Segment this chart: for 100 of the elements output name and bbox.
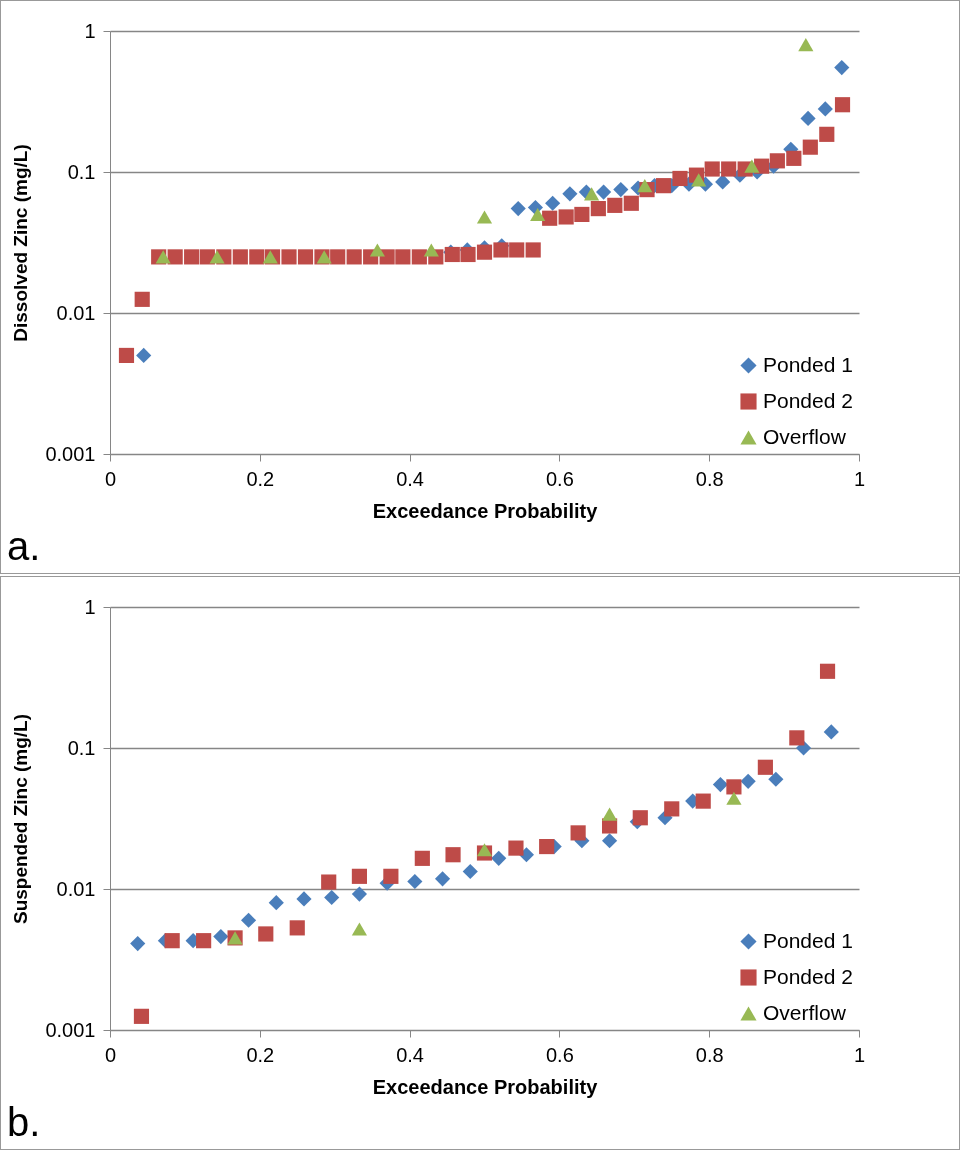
point [130,936,146,952]
point [351,922,367,936]
point [134,291,150,307]
point [602,833,618,849]
y-axis-title: Dissolved Zinc (mg/L) [10,144,32,342]
point [721,161,737,177]
point [691,173,707,187]
point [321,874,337,890]
legend-label: Ponded 2 [763,964,853,988]
point [740,773,756,789]
point [584,187,600,201]
x-axis-title: Exceedance Probability [372,499,599,522]
point [786,150,802,166]
point [136,347,152,364]
point [539,838,555,855]
point [509,242,525,258]
point [768,771,784,787]
y-axis-title: Suspended Zinc (mg/L) [10,713,32,925]
legend-label: Ponded 2 [763,388,853,412]
point [510,201,526,217]
point [213,928,229,945]
point [655,178,672,194]
x-tick-label: 1 [853,1043,866,1066]
legend-label: Overflow [763,1000,847,1024]
y-tick-label: 0.001 [45,442,96,465]
point [167,249,183,265]
point [346,249,362,265]
point [118,347,135,364]
y-tick-label: 1 [84,19,96,42]
point [268,895,284,911]
y-tick-label: 0.1 [67,160,96,183]
point [324,889,340,906]
y-tick-label: 1 [84,595,96,618]
point [330,249,346,265]
x-tick-label: 0 [104,467,117,490]
point [508,840,524,856]
point [613,182,629,198]
point [558,209,574,225]
point [802,139,818,155]
point [297,249,314,265]
point [232,249,248,265]
point [819,663,836,679]
point [664,801,680,817]
point [672,170,688,187]
point [209,250,225,264]
point [164,933,180,949]
point [155,250,171,264]
y-tick-label: 0.01 [56,877,96,900]
point [834,60,850,76]
point [574,206,590,223]
point [414,850,430,866]
point [607,197,623,213]
point [596,184,612,200]
x-tick-label: 0.6 [545,467,574,490]
legend-label: Overflow [763,424,847,448]
legend-label: Ponded 1 [763,928,853,952]
point [726,791,742,805]
x-tick-label: 0.2 [246,1043,275,1066]
point [184,249,200,265]
point [460,246,476,263]
point [798,38,814,52]
y-tick-label: 0.001 [45,1018,96,1041]
point [744,159,760,173]
point [476,210,493,224]
point [562,186,578,202]
point [296,891,312,907]
x-tick-label: 0.2 [246,467,275,490]
point [411,249,427,265]
point [769,153,785,169]
point [369,243,385,257]
point [800,110,816,126]
x-tick-label: 0.6 [545,1043,574,1066]
point [476,244,493,260]
point [823,724,839,740]
point [407,873,423,890]
point [704,161,720,177]
point [632,810,648,826]
x-tick-label: 0.8 [695,1043,724,1066]
point [590,201,606,217]
point [240,912,257,928]
point [445,847,461,863]
point [351,868,367,884]
point [726,779,742,795]
y-tick-label: 0.1 [67,736,96,759]
point [423,243,439,257]
point [258,926,274,942]
point [545,195,561,211]
point [757,759,773,775]
point [351,886,367,902]
x-tick-label: 0.4 [396,467,425,490]
point [637,179,653,193]
text: b. [7,1100,41,1145]
x-tick-label: 1 [853,467,866,490]
point [789,730,805,746]
point [462,863,478,880]
point [623,195,639,211]
point [196,933,212,949]
point [289,920,305,936]
legend-label: Ponded 1 [763,352,853,376]
point [715,174,731,190]
